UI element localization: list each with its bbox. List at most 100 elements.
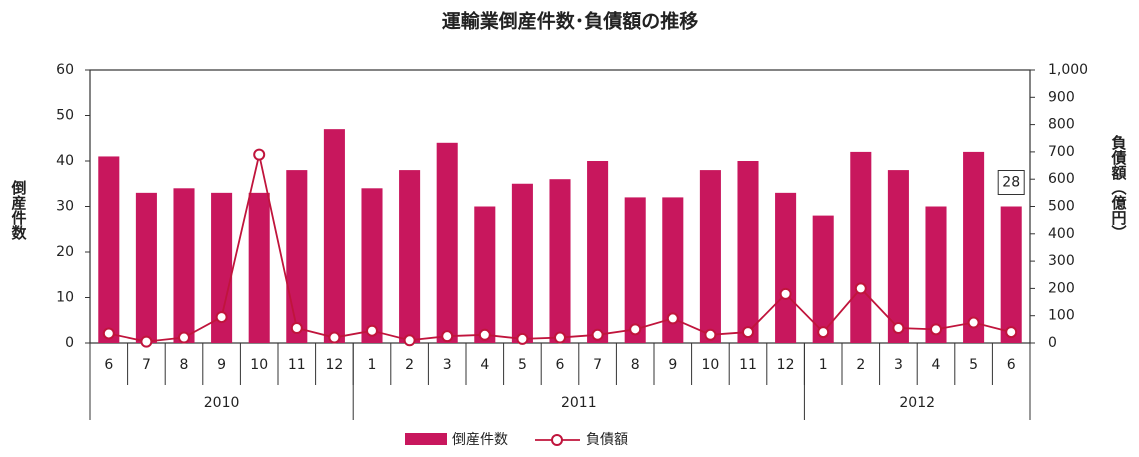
line-marker [253, 148, 266, 161]
x-tick-label: 5 [518, 357, 527, 373]
x-tick-label: 6 [556, 357, 565, 373]
legend-label: 倒産件数 [452, 432, 508, 448]
x-tick-label: 5 [969, 357, 978, 373]
bar [361, 188, 383, 343]
y2-tick-label: 500 [1048, 199, 1075, 215]
y2-tick-label: 800 [1048, 117, 1075, 133]
x-tick-label: 1 [368, 357, 377, 373]
bar [850, 151, 872, 343]
line-marker [1005, 326, 1018, 339]
bar [248, 192, 270, 343]
x-tick-label: 3 [443, 357, 452, 373]
bar [775, 192, 797, 343]
line-marker [178, 331, 190, 344]
y2-tick-label: 200 [1048, 280, 1075, 296]
bar [887, 170, 909, 343]
line-marker [366, 324, 378, 337]
bar [624, 197, 646, 343]
line-marker [854, 282, 867, 295]
bar [323, 129, 345, 343]
x-tick-label: 12 [325, 357, 343, 373]
x-tick-label: 2 [405, 357, 414, 373]
bar [211, 192, 233, 343]
line-marker [441, 330, 454, 343]
y-tick-label: 30 [56, 199, 74, 215]
legend-swatch [405, 433, 447, 445]
x-tick-label: 8 [631, 357, 640, 373]
y2-tick-label: 300 [1048, 253, 1075, 269]
bar [173, 188, 195, 343]
bar [474, 206, 496, 343]
bar [399, 170, 421, 343]
x-tick-label: 6 [104, 357, 113, 373]
x-tick-label: 10 [701, 357, 719, 373]
x-tick-label: 4 [480, 357, 489, 373]
bar [1000, 206, 1022, 343]
y-tick-label: 40 [56, 153, 74, 169]
y2-tick-label: 1,000 [1048, 62, 1088, 78]
x-tick-label: 10 [250, 357, 268, 373]
bar [286, 170, 308, 343]
x-tick-label: 3 [894, 357, 903, 373]
bar [963, 151, 985, 343]
bar [662, 197, 684, 343]
line-marker [930, 323, 942, 336]
x-tick-label: 2 [856, 357, 865, 373]
line-marker [215, 311, 228, 324]
x-tick-label: 9 [668, 357, 677, 373]
line-marker [290, 321, 303, 334]
line-marker [102, 327, 115, 340]
group-label: 2010 [204, 395, 240, 411]
y-axis-label: 倒産件数 [10, 179, 28, 241]
legend-label: 負債額 [586, 432, 628, 448]
group-label: 2012 [899, 395, 935, 411]
y2-tick-label: 100 [1048, 308, 1075, 324]
y-tick-label: 60 [56, 62, 74, 78]
bar [587, 161, 609, 343]
line-marker [892, 321, 905, 334]
y2-tick-label: 700 [1048, 144, 1075, 160]
bar [925, 206, 947, 343]
line-marker [817, 326, 830, 339]
line-marker [328, 331, 341, 344]
x-tick-label: 6 [1007, 357, 1016, 373]
x-tick-label: 4 [932, 357, 941, 373]
group-label: 2011 [561, 395, 597, 411]
annotation-box [997, 170, 1025, 195]
line-marker [554, 331, 566, 344]
line-marker [704, 328, 717, 341]
line-marker [516, 332, 529, 345]
y2-tick-label: 600 [1048, 171, 1075, 187]
x-tick-label: 1 [819, 357, 828, 373]
y-tick-label: 20 [56, 244, 74, 260]
bar [549, 179, 571, 343]
line-marker [403, 334, 416, 347]
legend-marker [551, 434, 563, 446]
line-marker [591, 328, 604, 341]
bar [737, 161, 759, 343]
annotation: 28 [1002, 175, 1020, 191]
x-tick-label: 8 [180, 357, 189, 373]
line-marker [666, 312, 679, 325]
y-tick-label: 10 [56, 290, 74, 306]
bar [699, 170, 721, 343]
y2-tick-label: 900 [1048, 89, 1075, 105]
y2-axis-label: 負債額（億円） [1110, 134, 1128, 240]
x-tick-label: 9 [217, 357, 226, 373]
y2-tick-label: 400 [1048, 226, 1075, 242]
line-marker [478, 328, 491, 341]
bar [98, 156, 120, 343]
line-marker [967, 316, 980, 329]
x-tick-label: 11 [288, 357, 306, 373]
line-marker [140, 335, 153, 348]
x-tick-label: 11 [739, 357, 757, 373]
y-tick-label: 0 [65, 335, 74, 351]
x-tick-label: 7 [142, 357, 151, 373]
bar [436, 142, 458, 343]
y2-tick-label: 0 [1048, 335, 1057, 351]
y-tick-label: 50 [56, 108, 74, 124]
bar [812, 215, 834, 343]
x-tick-label: 12 [777, 357, 795, 373]
line-marker [629, 323, 642, 336]
